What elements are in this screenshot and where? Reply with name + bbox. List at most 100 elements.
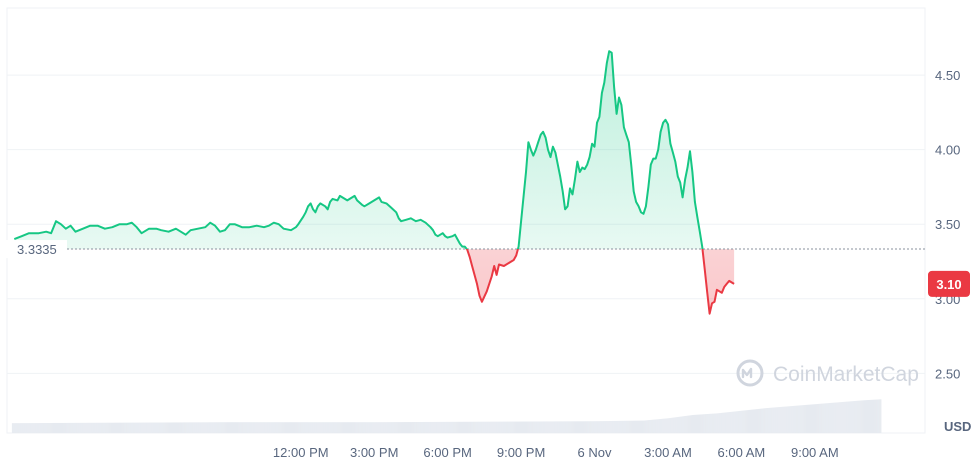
volume-bar <box>702 414 704 433</box>
volume-bar <box>879 399 881 433</box>
volume-bar <box>670 417 672 433</box>
volume-bar <box>704 414 706 433</box>
volume-bar <box>845 401 847 433</box>
volume-bar <box>264 422 266 433</box>
volume-bar <box>553 421 555 433</box>
volume-bar <box>565 421 567 433</box>
volume-bar <box>587 421 589 433</box>
volume-bar <box>118 422 120 433</box>
price-line-above-reference <box>13 50 704 250</box>
volume-bar <box>732 411 734 433</box>
volume-bar <box>874 399 876 433</box>
volume-bar <box>584 421 586 433</box>
volume-bar <box>459 421 461 433</box>
volume-bar <box>596 421 598 433</box>
volume-bar <box>797 405 799 433</box>
volume-bar <box>396 422 398 433</box>
volume-bar <box>199 422 201 433</box>
volume-bar <box>488 421 490 433</box>
volume-bar <box>202 422 204 433</box>
volume-bar <box>219 422 221 433</box>
volume-bar <box>647 420 649 433</box>
volume-bar <box>76 422 78 433</box>
volume-bar <box>637 420 639 433</box>
volume-bar <box>758 408 760 433</box>
volume-bar <box>65 422 67 433</box>
volume-bar <box>111 422 113 433</box>
volume-bar <box>792 405 794 433</box>
volume-bar <box>110 422 112 433</box>
volume-bar <box>481 421 483 433</box>
volume-bar <box>117 422 119 433</box>
volume-bar <box>742 410 744 433</box>
volume-bar <box>222 422 224 433</box>
volume-bar <box>418 421 420 433</box>
volume-bar <box>679 416 681 433</box>
volume-bar <box>660 418 662 433</box>
volume-bar <box>285 422 287 433</box>
y-tick-label: 4.00 <box>935 143 960 158</box>
volume-bar <box>102 422 104 433</box>
volume-bar <box>232 422 234 433</box>
volume-bar <box>104 422 106 433</box>
volume-bar <box>380 422 382 433</box>
volume-bar <box>61 422 63 433</box>
volume-bar <box>384 422 386 433</box>
volume-bar <box>872 399 874 433</box>
volume-bar <box>678 416 680 433</box>
volume-bar <box>601 421 603 433</box>
volume-bar <box>790 406 792 433</box>
volume-bar <box>751 409 753 433</box>
volume-bar <box>826 403 828 433</box>
volume-bar <box>820 403 822 433</box>
volume-bar <box>363 422 365 433</box>
volume-bar <box>211 422 213 433</box>
volume-bar <box>525 421 527 433</box>
volume-bar <box>628 420 630 433</box>
volume-bar <box>836 402 838 433</box>
volume-bar <box>563 421 565 433</box>
volume-bar <box>639 420 641 433</box>
volume-bar <box>115 422 117 433</box>
volume-bar <box>546 421 548 433</box>
x-tick-label: 6:00 AM <box>718 445 766 460</box>
volume-bar <box>27 423 29 433</box>
volume-bar <box>245 422 247 433</box>
volume-bar <box>180 422 182 433</box>
volume-bar <box>38 423 40 433</box>
volume-bar <box>121 422 123 433</box>
volume-bar <box>578 421 580 433</box>
volume-bar <box>405 422 407 433</box>
volume-bar <box>785 406 787 433</box>
volume-bar <box>789 406 791 433</box>
volume-bar <box>759 408 761 433</box>
volume-bar <box>624 420 626 433</box>
volume-bar <box>686 415 688 433</box>
volume-bar <box>163 422 165 433</box>
volume-bar <box>707 413 709 433</box>
volume-bar <box>336 422 338 433</box>
volume-bar <box>454 421 456 433</box>
volume-bar <box>663 418 665 433</box>
volume-bar <box>220 422 222 433</box>
volume-bar <box>640 420 642 433</box>
volume-bar <box>598 421 600 433</box>
volume-bar <box>696 414 698 433</box>
volume-bar <box>243 422 245 433</box>
volume-bar <box>119 422 121 433</box>
volume-bar <box>635 420 637 433</box>
volume-bar <box>811 404 813 433</box>
volume-bar <box>821 403 823 433</box>
volume-bar <box>482 421 484 433</box>
volume-bar <box>469 421 471 433</box>
volume-bar <box>31 423 33 433</box>
volume-bar <box>33 423 35 433</box>
volume-bar <box>491 421 493 433</box>
volume-bar <box>530 421 532 433</box>
volume-bar <box>260 422 262 433</box>
volume-bar <box>698 414 700 433</box>
volume-bar <box>124 422 126 433</box>
volume-bar <box>623 420 625 433</box>
